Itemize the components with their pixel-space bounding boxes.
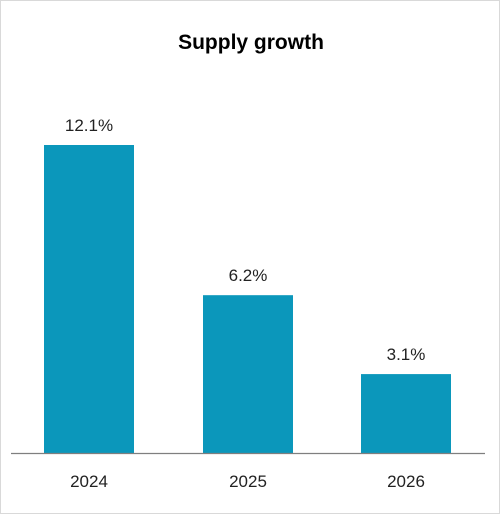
x-tick-label-2026: 2026 (387, 472, 425, 491)
data-labels-layer: 12.1% 6.2% 3.1% (65, 116, 425, 364)
bar-2026 (361, 374, 451, 453)
bar-2025 (203, 295, 293, 453)
x-tick-labels-layer: 2024 2025 2026 (70, 472, 425, 491)
bar-2024 (44, 145, 134, 453)
bars-layer (44, 145, 451, 453)
chart-title: Supply growth (178, 31, 324, 54)
x-tick-label-2025: 2025 (229, 472, 267, 491)
data-label-2024: 12.1% (65, 116, 113, 135)
data-label-2026: 3.1% (387, 345, 426, 364)
x-tick-label-2024: 2024 (70, 472, 108, 491)
data-label-2025: 6.2% (229, 266, 268, 285)
